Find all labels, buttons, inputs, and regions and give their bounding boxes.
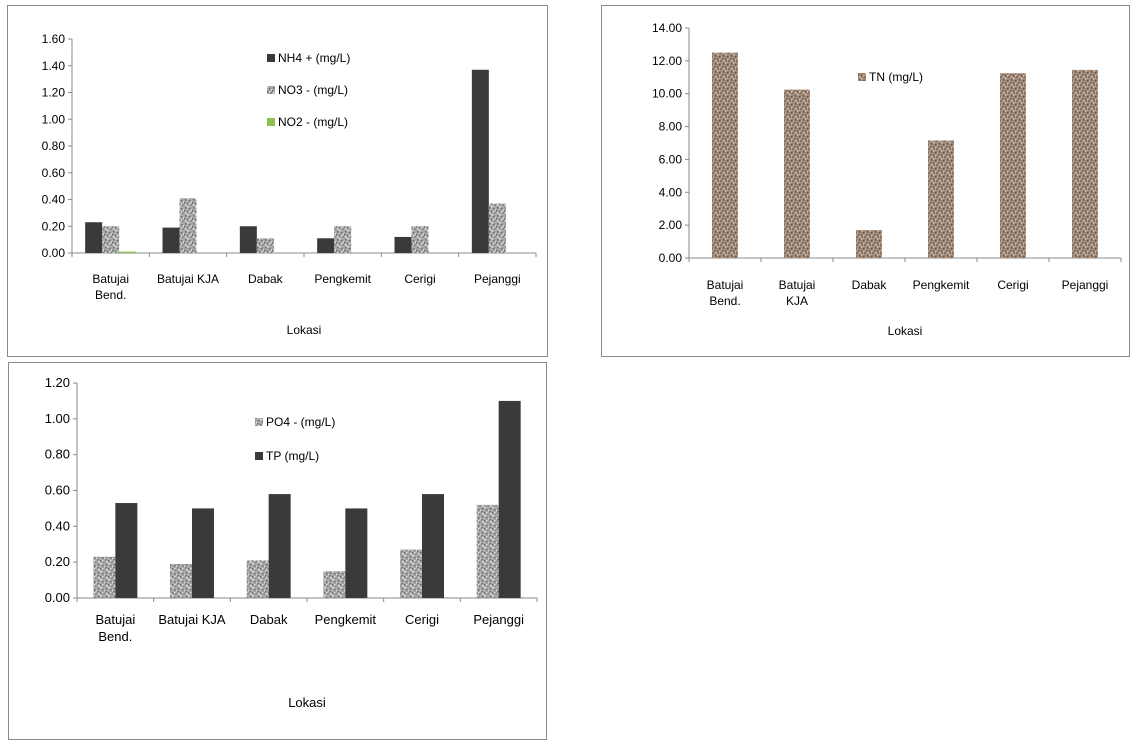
legend-swatch [858, 73, 866, 81]
x-category-label: Cerigi [405, 612, 439, 627]
bar-nh4-mg-l-2 [239, 226, 257, 253]
x-category-label: Batujai Bend. [707, 278, 744, 308]
y-tick-label: 10.00 [652, 87, 682, 101]
y-tick-label: 2.00 [659, 218, 683, 232]
legend-swatch [267, 118, 275, 126]
y-tick-label: 1.60 [42, 32, 66, 46]
bar-nh4-mg-l-5 [471, 69, 489, 253]
bar-po4-mg-l-0 [93, 556, 116, 598]
y-tick-label: 12.00 [652, 54, 682, 68]
y-tick-label: 1.20 [45, 375, 70, 390]
y-tick-label: 0.20 [42, 219, 66, 233]
bar-no3-mg-l-5 [488, 203, 506, 253]
bar-po4-mg-l-4 [400, 549, 422, 598]
legend-label: PO4 - (mg/L) [266, 415, 335, 429]
x-category-label: Dabak [248, 272, 284, 286]
bar-tn-mg-l-4 [1000, 73, 1026, 258]
bar-tn-mg-l-3 [928, 140, 954, 258]
x-category-label: Dabak [852, 278, 888, 292]
y-tick-label: 1.40 [42, 59, 66, 73]
x-axis-title: Lokasi [888, 324, 923, 338]
y-tick-label: 1.00 [45, 411, 70, 426]
x-category-label: Pengkemit [315, 612, 377, 627]
x-category-label: Batujai KJA [158, 612, 226, 627]
y-tick-label: 0.00 [45, 590, 70, 605]
x-category-label: Pejanggi [1062, 278, 1109, 292]
chart-panel-phosphorus: 0.00 0.20 0.40 0.60 0.80 1.00 1.20 Batujai Bend.… [8, 362, 547, 740]
y-tick-label: 0.60 [45, 483, 70, 498]
y-tick-label: 0.40 [45, 518, 70, 533]
y-tick-label: 1.00 [42, 112, 66, 126]
bar-no3-mg-l-3 [334, 226, 352, 253]
bar-no3-mg-l-0 [102, 226, 120, 253]
x-category-label: Pengkemit [913, 278, 970, 292]
x-category-label: Batujai Bend. [92, 272, 129, 302]
bar-tn-mg-l-1 [784, 89, 810, 258]
y-tick-label: 8.00 [659, 120, 683, 134]
bar-no3-mg-l-1 [179, 198, 197, 253]
x-category-label: Cerigi [997, 278, 1028, 292]
chart-c-svg: 0.00 0.20 0.40 0.60 0.80 1.00 1.20 Batujai Bend.… [45, 375, 538, 710]
bar-no2-mg-l-0 [119, 251, 137, 253]
bar-po4-mg-l-1 [170, 563, 192, 598]
bar-tn-mg-l-5 [1072, 69, 1098, 258]
bar-no3-mg-l-4 [411, 226, 429, 253]
bar-tp-mg-l-1 [192, 508, 214, 598]
chart-panel-total-nitrogen: 0.00 2.00 4.00 6.00 8.00 10.00 12.00 14.00 Batuj… [601, 5, 1130, 357]
x-category-label: Cerigi [404, 272, 435, 286]
x-category-label: Batujai KJA [157, 272, 219, 286]
bar-nh4-mg-l-4 [394, 236, 412, 253]
bar-no3-mg-l-2 [256, 238, 274, 253]
bar-tp-mg-l-2 [268, 494, 291, 598]
legend-label: TP (mg/L) [266, 449, 319, 463]
legend-label: NO3 - (mg/L) [278, 83, 348, 97]
legend-swatch [255, 452, 263, 460]
y-tick-label: 1.20 [42, 86, 66, 100]
bar-tn-mg-l-2 [856, 230, 882, 258]
y-tick-label: 4.00 [659, 185, 683, 199]
legend-swatch [255, 418, 263, 426]
x-category-label: Batujai KJA [779, 278, 816, 308]
x-category-label: Dabak [250, 612, 288, 627]
x-category-label: Pengkemit [314, 272, 371, 286]
x-category-label: Pejanggi [474, 272, 521, 286]
bar-tp-mg-l-3 [345, 508, 368, 598]
y-tick-label: 0.80 [42, 139, 66, 153]
bar-tp-mg-l-5 [498, 400, 521, 598]
legend-label: NH4 + (mg/L) [278, 51, 350, 65]
y-tick-label: 14.00 [652, 21, 682, 35]
bar-nh4-mg-l-0 [85, 222, 103, 253]
y-tick-label: 0.60 [42, 166, 66, 180]
legend-swatch [267, 86, 275, 94]
bar-tp-mg-l-0 [115, 503, 138, 598]
y-tick-label: 0.20 [45, 554, 70, 569]
legend-label: TN (mg/L) [869, 70, 923, 84]
y-tick-label: 6.00 [659, 152, 683, 166]
x-category-label: Pejanggi [473, 612, 524, 627]
legend-swatch [267, 54, 275, 62]
chart-b-svg: 0.00 2.00 4.00 6.00 8.00 10.00 12.00 14.00 Batuj… [652, 21, 1122, 338]
chart-a-svg: 0.00 0.20 0.40 0.60 0.80 1.00 1.20 1.40 1.60 Batu… [42, 32, 537, 337]
bar-tp-mg-l-4 [422, 494, 444, 598]
bar-po4-mg-l-5 [476, 504, 499, 598]
bar-po4-mg-l-2 [246, 560, 269, 598]
chart-panel-nitrogen-species: 0.00 0.20 0.40 0.60 0.80 1.00 1.20 1.40 1.60 Batu… [7, 5, 548, 357]
y-tick-label: 0.00 [659, 251, 683, 265]
x-axis-title: Lokasi [287, 323, 322, 337]
y-tick-label: 0.40 [42, 193, 66, 207]
y-tick-label: 0.80 [45, 447, 70, 462]
legend-label: NO2 - (mg/L) [278, 115, 348, 129]
bar-nh4-mg-l-3 [317, 238, 335, 253]
x-axis-title: Lokasi [288, 695, 326, 710]
x-category-label: Batujai Bend. [95, 612, 135, 644]
bar-nh4-mg-l-1 [162, 227, 180, 253]
bar-tn-mg-l-0 [712, 52, 738, 259]
bar-po4-mg-l-3 [323, 571, 346, 598]
y-tick-label: 0.00 [42, 246, 66, 260]
